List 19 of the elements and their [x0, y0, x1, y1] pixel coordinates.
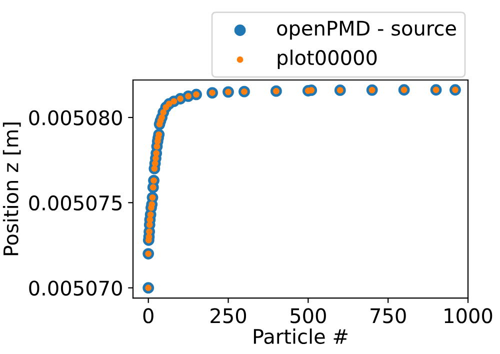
point — [146, 234, 152, 240]
y-axis-title: Position z [m] — [2, 122, 21, 256]
x-tick-label: 750 — [370, 308, 406, 324]
point — [146, 228, 152, 235]
y-tick-label: 0.005070 — [29, 280, 122, 296]
x-axis-title: Particle # — [254, 328, 348, 344]
x-tick-label: 0 — [143, 308, 154, 324]
x-tick-label: 1000 — [444, 308, 492, 324]
legend-label: plot00000 — [278, 50, 377, 70]
x-tick-label: 500 — [290, 308, 326, 324]
point — [148, 201, 156, 208]
y-tick-label: 0.005075 — [29, 195, 122, 211]
y-tick-label: 0.005080 — [29, 110, 122, 126]
point — [152, 160, 158, 167]
point — [152, 155, 159, 162]
x-tick-label: 250 — [210, 308, 246, 324]
legend-label: openPMD - source — [277, 20, 456, 40]
point — [146, 222, 153, 228]
point — [146, 216, 154, 223]
